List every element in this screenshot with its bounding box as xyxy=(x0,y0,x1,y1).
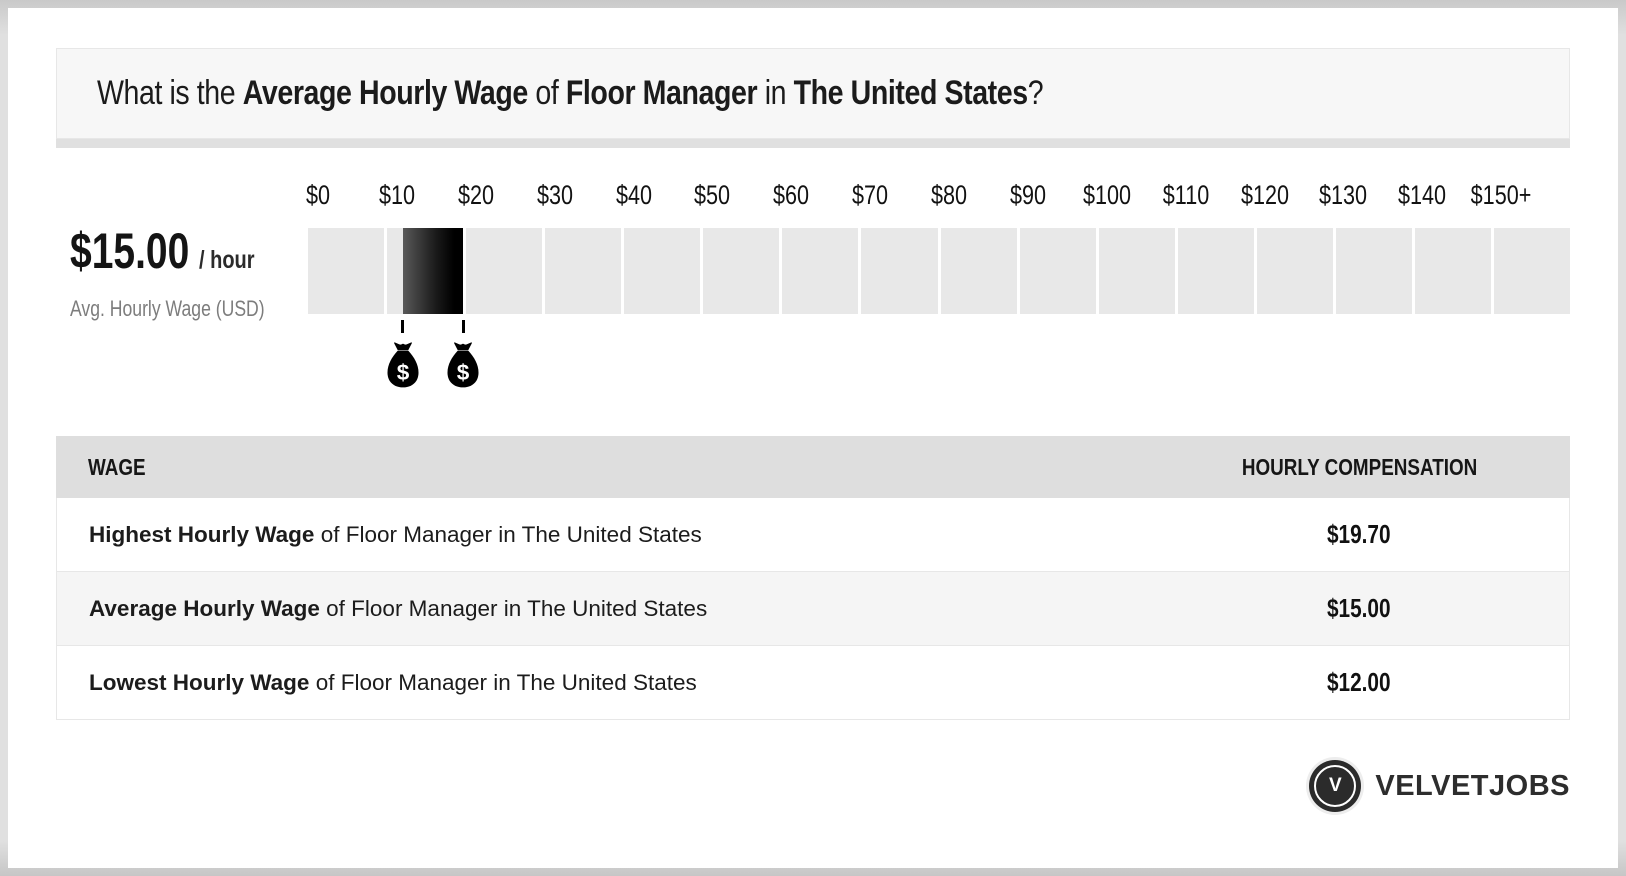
scale-tick-label: $70 xyxy=(852,180,889,210)
scale-tick-label: $40 xyxy=(615,180,652,210)
header-label: HOURLY COMPENSATION xyxy=(1242,453,1478,480)
header-label: WAGE xyxy=(88,453,146,480)
logo-ring: V xyxy=(1314,765,1357,807)
scale-segment xyxy=(1256,228,1333,314)
row-label-rest: of Floor Manager in The United States xyxy=(309,669,697,695)
scale-tick-label: $100 xyxy=(1082,180,1131,210)
scale-tick-label: $20 xyxy=(457,180,494,210)
scale-segment xyxy=(861,228,938,314)
row-label: Average Hourly Wage of Floor Manager in … xyxy=(57,596,1179,622)
average-wage-amount: $15.00 xyxy=(70,223,190,279)
row-value: $19.70 xyxy=(1327,519,1391,549)
scale-segment xyxy=(1335,228,1412,314)
scale-tick-label: $80 xyxy=(930,180,968,210)
money-bag-icon: $ xyxy=(447,342,479,388)
marker-tick xyxy=(401,320,405,333)
wage-gauge-chart: $15.00 / hour Avg. Hourly Wage (USD) $0 $… xyxy=(56,178,1570,398)
scale-tick-label: $110 xyxy=(1162,180,1209,210)
scale-tick-label: $90 xyxy=(1009,180,1046,210)
scale-segment xyxy=(1414,228,1491,314)
footer-brand: V VELVETJOBS xyxy=(56,760,1570,812)
scale-segment xyxy=(703,228,780,314)
brand-name: VELVETJOBS xyxy=(1375,769,1570,802)
row-label-bold: Lowest Hourly Wage xyxy=(89,669,310,695)
header-cell-wage: WAGE xyxy=(56,454,1180,481)
row-value-cell: $12.00 xyxy=(1179,667,1539,698)
scale-segment xyxy=(1098,228,1175,314)
scale-segment xyxy=(1493,228,1570,314)
average-wage-caption: Avg. Hourly Wage (USD) xyxy=(70,296,265,321)
scale-tick-label: $30 xyxy=(536,180,573,210)
page-title: What is the Average Hourly Wage of Floor… xyxy=(97,74,1044,112)
scale-segment xyxy=(782,228,859,314)
average-wage-line: $15.00 / hour xyxy=(70,222,308,280)
scale-tick-label: $150+ xyxy=(1470,180,1532,210)
row-value-cell: $19.70 xyxy=(1179,519,1539,550)
row-value: $12.00 xyxy=(1327,667,1391,697)
svg-text:$: $ xyxy=(457,360,470,385)
logo-letter: V xyxy=(1329,775,1342,796)
table-row: Average Hourly Wage of Floor Manager in … xyxy=(56,572,1570,646)
scale-segment xyxy=(1177,228,1254,314)
row-label-bold: Highest Hourly Wage xyxy=(89,521,315,547)
row-label-bold: Average Hourly Wage xyxy=(89,595,320,621)
row-label: Highest Hourly Wage of Floor Manager in … xyxy=(57,522,1179,548)
scale-segment xyxy=(1019,228,1096,314)
lowest-wage-marker: $ xyxy=(384,320,422,388)
wage-range-bar xyxy=(402,228,464,314)
row-value: $15.00 xyxy=(1327,593,1391,623)
scale-tick-label: $60 xyxy=(773,180,810,210)
scale-segment xyxy=(466,228,543,314)
scale-tick-label: $50 xyxy=(694,180,731,210)
scale-segment xyxy=(545,228,622,314)
content-card: What is the Average Hourly Wage of Floor… xyxy=(8,8,1618,868)
highest-wage-marker: $ xyxy=(444,320,482,388)
question-title-box: What is the Average Hourly Wage of Floor… xyxy=(56,48,1570,139)
money-bag-icon: $ xyxy=(387,342,419,388)
average-wage-unit: / hour xyxy=(198,246,255,274)
wage-summary: $15.00 / hour Avg. Hourly Wage (USD) xyxy=(56,178,308,398)
table-row: Highest Hourly Wage of Floor Manager in … xyxy=(56,498,1570,572)
wage-table: WAGE HOURLY COMPENSATION Highest Hourly … xyxy=(56,436,1570,720)
velvetjobs-logo-icon: V xyxy=(1309,760,1362,812)
row-label-rest: of Floor Manager in The United States xyxy=(314,521,702,547)
scale-tick-label: $10 xyxy=(378,180,415,210)
svg-text:$: $ xyxy=(396,360,409,385)
scale-segment xyxy=(308,228,385,314)
wage-markers: $ $ xyxy=(308,314,1570,398)
row-label-rest: of Floor Manager in The United States xyxy=(319,595,708,621)
header-cell-hourly-compensation: HOURLY COMPENSATION xyxy=(1180,454,1540,481)
title-divider-band xyxy=(56,139,1570,148)
marker-tick xyxy=(461,320,465,333)
scale-tick-label: $0 xyxy=(305,180,331,210)
scale-tick-labels: $0 $10 $20 $30 $40 $50 $60 $70 $80 $90 $100 $110 $12… xyxy=(306,178,1570,214)
scale-track xyxy=(308,228,1570,314)
scale-tick-label: $130 xyxy=(1319,180,1368,210)
scale-segment xyxy=(624,228,701,314)
wage-scale: $0 $10 $20 $30 $40 $50 $60 $70 $80 $90 $100 $110 $12… xyxy=(306,178,1570,398)
table-header-row: WAGE HOURLY COMPENSATION xyxy=(56,436,1570,498)
scale-tick-label: $140 xyxy=(1398,180,1447,210)
row-value-cell: $15.00 xyxy=(1179,593,1539,624)
row-label: Lowest Hourly Wage of Floor Manager in T… xyxy=(57,670,1179,696)
scale-segment xyxy=(940,228,1017,314)
scale-tick-label: $120 xyxy=(1240,180,1289,210)
table-row: Lowest Hourly Wage of Floor Manager in T… xyxy=(56,646,1570,720)
